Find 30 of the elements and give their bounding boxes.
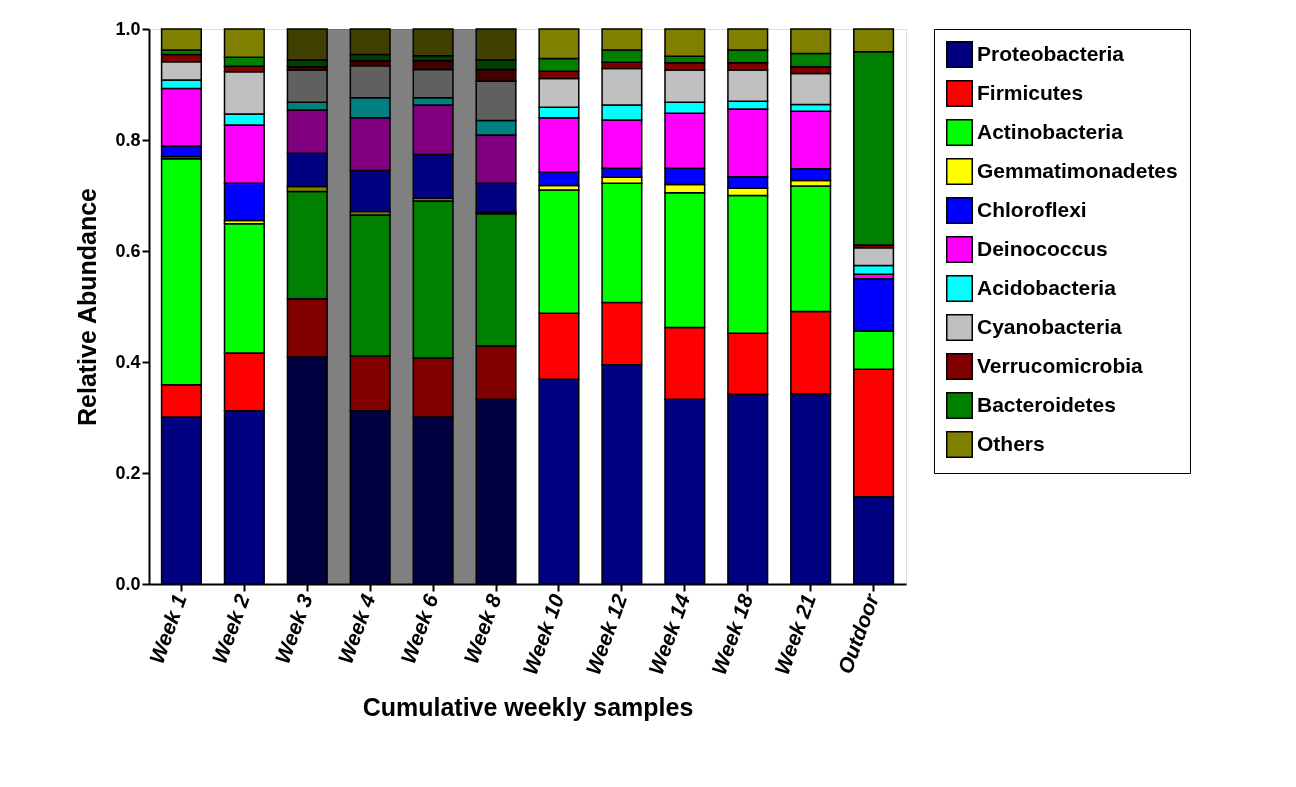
x-tick-label: Week 10: [518, 590, 569, 678]
y-tick-label: 0.4: [115, 351, 141, 372]
x-tick-label: Week 2: [207, 590, 254, 667]
legend-label: Deinococcus: [977, 236, 1108, 260]
legend-label: Cyanobacteria: [977, 314, 1123, 338]
legend-label: Bacteroidetes: [977, 392, 1116, 416]
x-tick-label: Week 6: [396, 590, 443, 667]
x-tick-label: Week 4: [333, 590, 380, 667]
y-tick-label: 0.0: [115, 573, 141, 594]
x-tick-label: Week 12: [581, 590, 632, 678]
legend-label: Firmicutes: [977, 80, 1084, 104]
legend-label: Acidobacteria: [977, 275, 1117, 299]
y-tick-label: 0.2: [115, 462, 141, 483]
legend-label: Proteobacteria: [977, 41, 1125, 65]
y-tick-label: 1.0: [115, 18, 141, 39]
legend-label: Verrucomicrobia: [977, 353, 1144, 377]
y-tick-label: 0.8: [115, 129, 141, 150]
x-tick-label: Week 3: [270, 590, 317, 667]
x-tick-label: Week 18: [706, 590, 758, 678]
x-tick-label: Week 8: [459, 590, 506, 667]
x-tick-label: Week 1: [144, 591, 191, 667]
legend-label: Chloroflexi: [977, 197, 1087, 221]
x-tick-label: Week 14: [643, 590, 695, 678]
legend-label: Gemmatimonadetes: [977, 158, 1178, 182]
legend-label: Others: [977, 431, 1045, 455]
x-tick-label: Week 21: [769, 591, 821, 678]
x-axis-title: Cumulative weekly samples: [362, 692, 694, 721]
y-axis-title: Relative Abundance: [73, 187, 102, 427]
legend-label: Actinobacteria: [977, 119, 1124, 143]
y-tick-label: 0.6: [115, 240, 141, 261]
